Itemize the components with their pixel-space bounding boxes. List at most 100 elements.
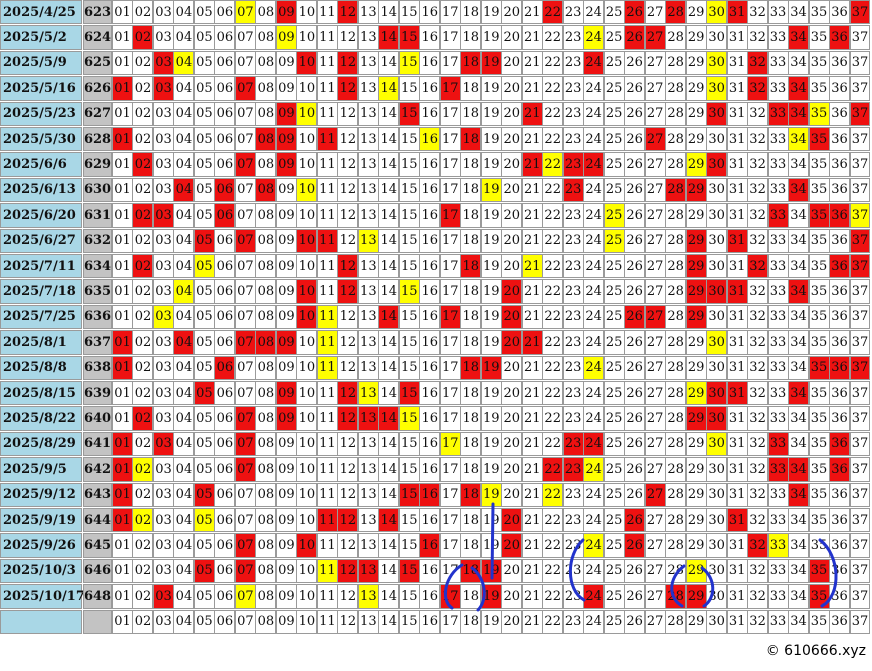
number-cell: 30 (706, 355, 728, 380)
number-cell: 24 (583, 228, 605, 253)
number-cell: 06 (214, 406, 236, 431)
yellow-cell: 15 (398, 279, 420, 304)
number-cell: 26 (624, 152, 646, 177)
number-cell: 23 (562, 76, 584, 101)
number-cell: 29 (685, 508, 707, 533)
red-cell: 27 (644, 482, 666, 507)
number-cell: 10 (296, 0, 318, 25)
number-cell: 33 (767, 279, 789, 304)
number-cell: 21 (521, 127, 543, 152)
number-cell: 37 (849, 533, 871, 558)
red-cell: 15 (398, 381, 420, 406)
red-cell: 18 (460, 558, 482, 584)
number-cell: 16 (419, 609, 441, 634)
number-cell: 11 (316, 101, 338, 126)
number-cell: 03 (152, 330, 174, 355)
number-cell: 16 (419, 558, 441, 584)
issue-cell: 636 (83, 304, 112, 330)
number-cell: 25 (603, 279, 625, 304)
number-cell: 04 (173, 254, 195, 279)
red-cell: 29 (685, 228, 707, 253)
number-cell: 28 (665, 127, 687, 152)
number-cell: 16 (419, 508, 441, 533)
red-cell: 30 (706, 152, 728, 177)
number-cell: 24 (583, 508, 605, 533)
red-cell: 03 (152, 431, 174, 457)
number-cell: 27 (644, 254, 666, 279)
number-cell: 33 (767, 25, 789, 50)
yellow-cell: 33 (767, 533, 789, 558)
number-cell: 27 (644, 584, 666, 609)
number-cell: 37 (849, 431, 871, 457)
number-cell: 32 (747, 406, 769, 431)
number-cell: 26 (624, 381, 646, 406)
red-cell: 29 (685, 177, 707, 203)
red-cell: 20 (501, 279, 523, 304)
number-cell: 35 (808, 609, 830, 634)
issue-cell: 626 (83, 76, 112, 101)
number-cell: 30 (706, 304, 728, 330)
red-cell: 34 (788, 381, 810, 406)
number-cell: 27 (644, 203, 666, 228)
number-cell: 24 (583, 177, 605, 203)
yellow-cell: 11 (316, 304, 338, 330)
number-cell: 04 (173, 0, 195, 25)
yellow-cell: 24 (583, 457, 605, 482)
number-cell: 29 (685, 127, 707, 152)
number-cell: 24 (583, 330, 605, 355)
number-cell: 19 (480, 127, 502, 152)
number-cell: 27 (644, 50, 666, 76)
yellow-cell: 13 (357, 584, 379, 609)
red-cell: 28 (665, 177, 687, 203)
yellow-cell: 15 (398, 50, 420, 76)
number-cell: 25 (603, 482, 625, 507)
number-cell: 28 (665, 101, 687, 126)
number-cell: 06 (214, 457, 236, 482)
red-cell: 03 (152, 50, 174, 76)
number-cell: 25 (603, 584, 625, 609)
number-cell: 22 (542, 381, 564, 406)
yellow-cell: 25 (603, 228, 625, 253)
number-cell: 23 (562, 508, 584, 533)
number-cell: 33 (767, 50, 789, 76)
number-cell: 22 (542, 254, 564, 279)
red-cell: 22 (542, 457, 564, 482)
number-cell: 10 (296, 76, 318, 101)
red-cell: 31 (726, 0, 748, 25)
number-cell: 09 (275, 279, 297, 304)
number-cell: 06 (214, 533, 236, 558)
number-cell: 21 (521, 584, 543, 609)
date-cell: 2025/6/27 (0, 228, 82, 253)
red-cell: 05 (193, 228, 215, 253)
red-cell: 12 (337, 0, 359, 25)
number-cell: 03 (152, 279, 174, 304)
number-cell: 23 (562, 330, 584, 355)
number-cell: 35 (808, 279, 830, 304)
number-cell: 21 (521, 406, 543, 431)
red-cell: 36 (829, 457, 850, 482)
red-cell: 14 (378, 508, 400, 533)
number-cell: 13 (357, 177, 379, 203)
number-cell: 13 (357, 457, 379, 482)
number-cell: 16 (419, 381, 441, 406)
number-cell: 04 (173, 228, 195, 253)
number-cell: 25 (603, 508, 625, 533)
red-cell: 01 (112, 330, 133, 355)
number-cell: 33 (767, 177, 789, 203)
number-cell: 17 (439, 25, 461, 50)
number-cell: 27 (644, 0, 666, 25)
number-cell: 15 (398, 152, 420, 177)
red-cell: 13 (357, 406, 379, 431)
number-cell: 03 (152, 101, 174, 126)
number-cell: 11 (316, 25, 338, 50)
number-cell: 08 (255, 76, 277, 101)
red-cell: 26 (624, 533, 646, 558)
number-cell: 01 (112, 558, 133, 584)
number-cell: 09 (275, 304, 297, 330)
number-cell: 27 (644, 533, 666, 558)
number-cell: 36 (829, 533, 850, 558)
number-cell: 10 (296, 609, 318, 634)
number-cell: 14 (378, 457, 400, 482)
number-cell: 37 (849, 304, 871, 330)
number-cell: 03 (152, 406, 174, 431)
